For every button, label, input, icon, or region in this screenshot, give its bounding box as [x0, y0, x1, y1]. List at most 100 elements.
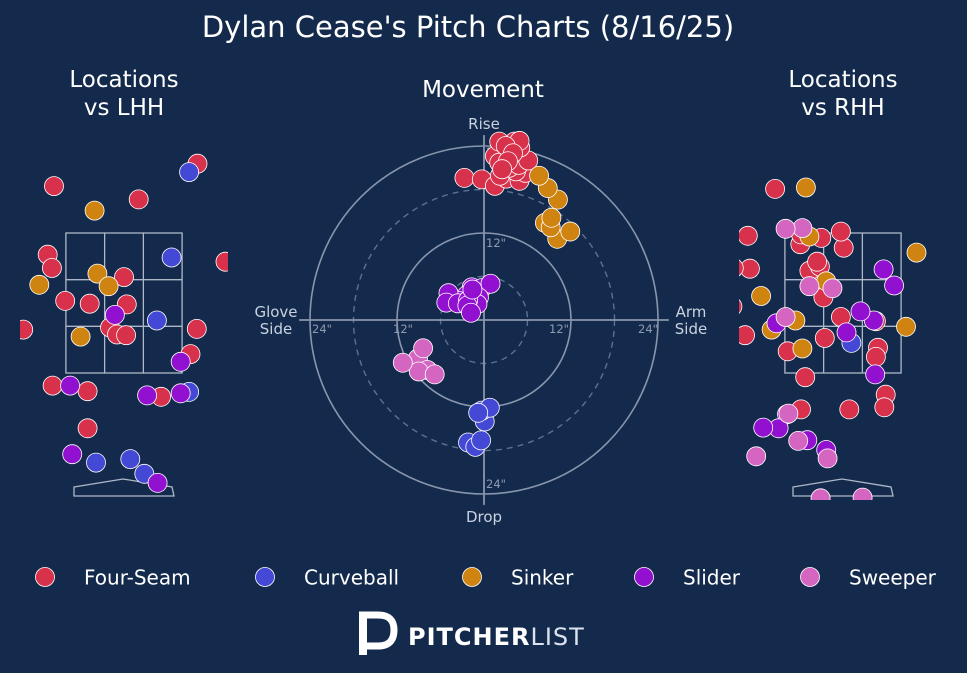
- pitch-point-sinker: [98, 276, 119, 297]
- rise-label: Rise: [468, 115, 500, 133]
- pitch-point-slider: [147, 472, 168, 493]
- movement-tick-label: 12": [486, 236, 506, 250]
- movement-tick-label: 24": [312, 322, 332, 336]
- legend-marker: [634, 567, 654, 587]
- movement-point-four-seam: [492, 159, 513, 180]
- movement-tick-label: 12": [549, 322, 569, 336]
- legend-item-curveball: Curveball: [255, 566, 399, 590]
- legend-marker: [255, 567, 275, 587]
- pitch-point-curveball: [120, 449, 141, 470]
- pitch-point-four-seam: [114, 267, 134, 288]
- pitch-point-slider: [170, 383, 191, 404]
- legend-label: Slider: [683, 566, 741, 590]
- pitch-point-sinker: [751, 286, 771, 306]
- chart-title: Dylan Cease's Pitch Charts (8/16/25): [202, 10, 734, 44]
- movement-tick-label: 12": [393, 322, 413, 336]
- pitch-point-sweeper: [817, 448, 838, 469]
- movement-tick-label: 24": [638, 322, 658, 336]
- legend-label: Sinker: [511, 566, 574, 590]
- pitch-point-sweeper: [822, 278, 843, 299]
- pitch-point-four-seam: [79, 293, 100, 314]
- movement-title: Movement: [422, 77, 544, 103]
- movement-point-four-seam: [454, 167, 475, 188]
- pitch-point-four-seam: [215, 251, 228, 272]
- arm-side-label-line-1: Arm: [676, 303, 707, 321]
- legend-marker: [35, 567, 55, 587]
- rhh-title-line-2: vs RHH: [801, 95, 884, 121]
- glove-side-label-line-1: Glove: [254, 303, 297, 321]
- pitch-point-four-seam: [42, 375, 63, 396]
- logo-text-light: LIST: [530, 623, 584, 651]
- pitch-point-sinker: [896, 316, 916, 337]
- pitch-point-sweeper: [778, 403, 799, 424]
- pitch-point-slider: [60, 375, 80, 396]
- movement-point-sinker: [541, 207, 562, 228]
- movement-panel: Movement Rise Drop Glove Side Arm Side 1…: [254, 77, 707, 526]
- pitch-point-four-seam: [839, 399, 860, 420]
- movement-point-sweeper: [392, 352, 413, 373]
- pitch-point-sweeper: [788, 430, 809, 451]
- pitch-point-sweeper: [852, 487, 873, 500]
- movement-point-curveball: [468, 402, 489, 423]
- pitch-point-slider: [137, 385, 158, 406]
- pitch-point-slider: [884, 275, 904, 296]
- movement-point-slider: [461, 302, 481, 323]
- pitch-point-four-seam: [807, 251, 827, 272]
- movement-point-sweeper: [424, 364, 445, 385]
- pitch-point-four-seam: [874, 397, 895, 418]
- locations-vs-lhh-panel: Locations vs LHH: [20, 67, 228, 497]
- pitch-point-four-seam: [77, 381, 98, 402]
- pitch-point-sinker: [70, 326, 91, 347]
- movement-point-curveball: [471, 430, 492, 451]
- pitch-point-curveball: [179, 162, 200, 183]
- logo-text-bold: PITCHER: [408, 623, 530, 651]
- pitch-point-four-seam: [128, 189, 149, 210]
- legend-label: Curveball: [304, 566, 399, 590]
- movement-point-sweeper: [413, 338, 434, 359]
- pitch-point-slider: [105, 304, 125, 325]
- pitch-point-curveball: [86, 452, 106, 473]
- pitch-point-four-seam: [55, 290, 76, 311]
- pitch-point-slider: [170, 351, 191, 372]
- pitch-point-four-seam: [708, 332, 727, 351]
- legend-item-sinker: Sinker: [462, 566, 574, 590]
- pitch-point-four-seam: [739, 225, 758, 246]
- movement-tick-label: 24": [486, 477, 506, 491]
- pitch-point-curveball: [161, 247, 182, 268]
- pitch-point-sinker: [84, 200, 105, 221]
- pitch-point-sweeper: [810, 488, 831, 500]
- pitch-point-four-seam: [795, 367, 816, 388]
- pitch-point-four-seam: [77, 418, 98, 439]
- svg-text:PITCHERLIST: PITCHERLIST: [408, 623, 585, 651]
- pitch-point-four-seam: [186, 318, 207, 339]
- lhh-points: [20, 153, 228, 493]
- pitch-point-slider: [62, 444, 83, 465]
- pitch-point-four-seam: [20, 319, 34, 340]
- pitcher-list-logo: PITCHERLIST: [359, 611, 585, 655]
- pitch-point-slider: [873, 259, 894, 280]
- pitch-point-sweeper: [792, 218, 813, 239]
- arm-side-label-line-2: Side: [675, 320, 707, 338]
- lhh-home-plate: [73, 478, 175, 497]
- pitch-point-curveball: [146, 310, 167, 331]
- legend-item-four-seam: Four-Seam: [35, 566, 191, 590]
- pitch-point-sinker: [29, 274, 50, 295]
- rhh-home-plate: [792, 478, 894, 497]
- pitch-point-four-seam: [116, 325, 136, 346]
- legend-item-sweeper: Sweeper: [800, 566, 937, 590]
- legend-label: Sweeper: [849, 566, 937, 590]
- legend-marker: [800, 567, 820, 587]
- movement-point-sinker: [560, 221, 581, 242]
- glove-side-label-line-2: Side: [260, 320, 292, 338]
- pitch-point-four-seam: [739, 299, 743, 314]
- lhh-title-line-1: Locations: [69, 67, 178, 93]
- locations-vs-rhh-panel: Locations vs RHH: [708, 67, 927, 500]
- pitch-point-four-seam: [814, 328, 835, 348]
- pitch-point-sinker: [906, 242, 927, 263]
- pitch-point-four-seam: [42, 258, 62, 278]
- pitch-point-four-seam: [765, 178, 785, 199]
- pitch-point-sweeper: [799, 276, 820, 297]
- pitch-point-sweeper: [775, 218, 796, 239]
- pitch-point-four-seam: [831, 221, 851, 242]
